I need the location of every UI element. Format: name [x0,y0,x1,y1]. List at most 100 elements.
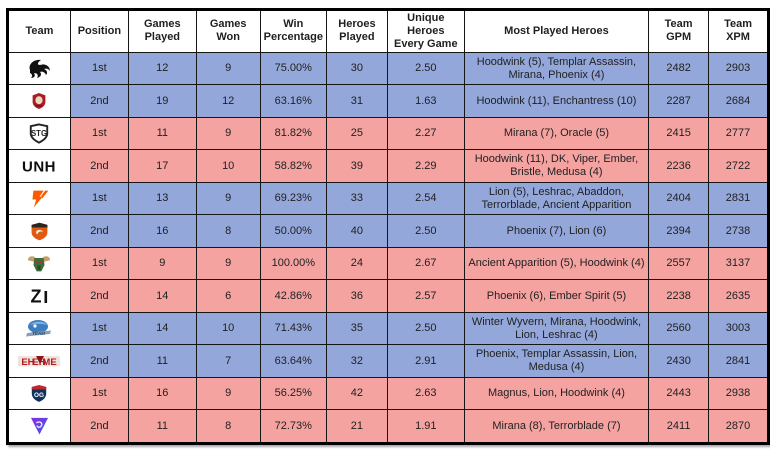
column-header-team-gpm: Team GPM [648,9,710,53]
cell-games-played: 11 [127,116,197,151]
cell-team-gpm: 2404 [648,181,710,216]
team-logo-cell [7,409,71,444]
team-logo-cell [7,246,71,281]
cell-position: 1st [69,376,129,411]
og-shield-logo: OG [9,378,69,409]
cell-position: 1st [69,246,129,281]
cell-team-gpm: 2430 [648,344,710,378]
table-row: 2nd 19 12 63.16% 31 1.63 Hoodwink (11), Enchan… [7,84,769,118]
cell-position: 1st [69,311,129,346]
cell-games-won: 9 [195,116,261,151]
cell-team-gpm: 2482 [648,51,710,86]
cell-position: 2nd [69,149,129,183]
cell-win-percentage: 50.00% [259,214,327,248]
cell-heroes-played: 30 [325,51,388,86]
cell-most-played-heroes: Ancient Apparition (5), Hoodwink (4) [463,246,650,281]
cell-heroes-played: 35 [325,311,388,346]
table-row: OG 1st 16 9 56.25% 42 2.63 Magnus, Lion, Hoodwi… [7,376,769,411]
team-logo-cell: Z [7,279,71,313]
cell-win-percentage: 69.23% [259,181,327,216]
svg-text:EH ME: EH ME [22,357,57,368]
table-row: EH EH ME 2nd 11 7 63.64% 32 2.91 Phoenix, Templa… [7,344,769,378]
cell-team-gpm: 2236 [648,149,710,183]
cell-win-percentage: 81.82% [259,116,327,151]
cell-games-won: 6 [195,279,261,313]
cell-unique-heroes-every-game: 2.67 [386,246,465,281]
cell-team-gpm: 2557 [648,246,710,281]
cell-games-played: 19 [127,84,197,118]
cell-position: 1st [69,181,129,216]
cell-unique-heroes-every-game: 2.91 [386,344,465,378]
cell-heroes-played: 24 [325,246,388,281]
cell-team-gpm: 2394 [648,214,710,248]
column-header-games-played: Games Played [127,9,197,53]
column-header-most-played-heroes: Most Played Heroes [463,9,650,53]
cell-team-xpm: 2903 [708,51,769,86]
team-logo-cell [7,84,71,118]
cell-win-percentage: 100.00% [259,246,327,281]
team-logo-cell: TEAM [7,311,71,346]
cell-games-won: 10 [195,149,261,183]
cell-unique-heroes-every-game: 1.91 [386,409,465,444]
cell-team-xpm: 2684 [708,84,769,118]
cell-heroes-played: 36 [325,279,388,313]
cell-team-xpm: 3137 [708,246,769,281]
column-header-unique-heroes-every-game: Unique Heroes Every Game [386,9,465,53]
column-header-team: Team [7,9,71,53]
cell-heroes-played: 40 [325,214,388,248]
cell-most-played-heroes: Phoenix (7), Lion (6) [463,214,650,248]
cell-team-gpm: 2411 [648,409,710,444]
cell-games-won: 10 [195,311,261,346]
cell-win-percentage: 63.64% [259,344,327,378]
cell-unique-heroes-every-game: 1.63 [386,84,465,118]
cell-team-xpm: 2831 [708,181,769,216]
svg-text:OG: OG [34,392,44,399]
team-logo-cell: EH EH ME [7,344,71,378]
svg-text:Z: Z [31,287,42,307]
cell-win-percentage: 71.43% [259,311,327,346]
cell-games-won: 12 [195,84,261,118]
cell-position: 2nd [69,214,129,248]
cell-unique-heroes-every-game: 2.57 [386,279,465,313]
cell-games-won: 9 [195,376,261,411]
cell-most-played-heroes: Hoodwink (5), Templar Assassin, Mirana, … [463,51,650,86]
cell-unique-heroes-every-game: 2.54 [386,181,465,216]
cell-games-played: 11 [127,409,197,444]
cell-position: 1st [69,51,129,86]
cell-heroes-played: 21 [325,409,388,444]
team-logo-cell [7,181,71,216]
cell-unique-heroes-every-game: 2.50 [386,51,465,86]
team-logo-cell [7,51,71,86]
cell-win-percentage: 75.00% [259,51,327,86]
cell-games-won: 9 [195,181,261,216]
cell-team-gpm: 2560 [648,311,710,346]
cell-unique-heroes-every-game: 2.63 [386,376,465,411]
cell-team-xpm: 2841 [708,344,769,378]
cell-games-played: 12 [127,51,197,86]
cell-position: 2nd [69,344,129,378]
cell-games-won: 9 [195,51,261,86]
cell-most-played-heroes: Winter Wyvern, Mirana, Hoodwink, Lion, L… [463,311,650,346]
cell-most-played-heroes: Hoodwink (11), Enchantress (10) [463,84,650,118]
red-crest-logo [9,86,69,117]
bull-head-logo [9,248,69,279]
team-logo-cell: STG [7,116,71,151]
cell-team-gpm: 2287 [648,84,710,118]
cell-games-won: 9 [195,246,261,281]
team-logo-cell [7,214,71,248]
cell-unique-heroes-every-game: 2.50 [386,214,465,248]
table-row: TEAM 1st 14 10 71.43% 35 2.50 Winter Wyvern, Mi… [7,311,769,346]
cell-team-xpm: 2738 [708,214,769,248]
ehome-wordmark-logo: EH EH ME [9,346,69,377]
cell-team-xpm: 2777 [708,116,769,151]
cell-games-played: 13 [127,181,197,216]
cell-games-played: 16 [127,376,197,411]
cell-heroes-played: 39 [325,149,388,183]
spirit-dragon-logo [9,53,69,84]
cell-most-played-heroes: Mirana (8), Terrorblade (7) [463,409,650,444]
cell-most-played-heroes: Mirana (7), Oracle (5) [463,116,650,151]
cell-team-xpm: 2938 [708,376,769,411]
cell-games-won: 8 [195,409,261,444]
team-stats-table: Team Position Games Played Games Won Win Per… [6,8,770,445]
cell-games-played: 16 [127,214,197,248]
